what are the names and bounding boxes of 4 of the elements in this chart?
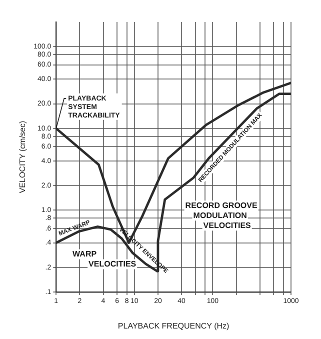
annotation: RECORD GROOVE MODULATION VELOCITIES xyxy=(185,200,258,230)
annotation: WARP VELOCITIES xyxy=(72,249,137,268)
x-axis-title: PLAYBACK FREQUENCY (Hz) xyxy=(118,321,230,330)
y-axis-title: VELOCITY (cm/sec) xyxy=(18,120,28,194)
